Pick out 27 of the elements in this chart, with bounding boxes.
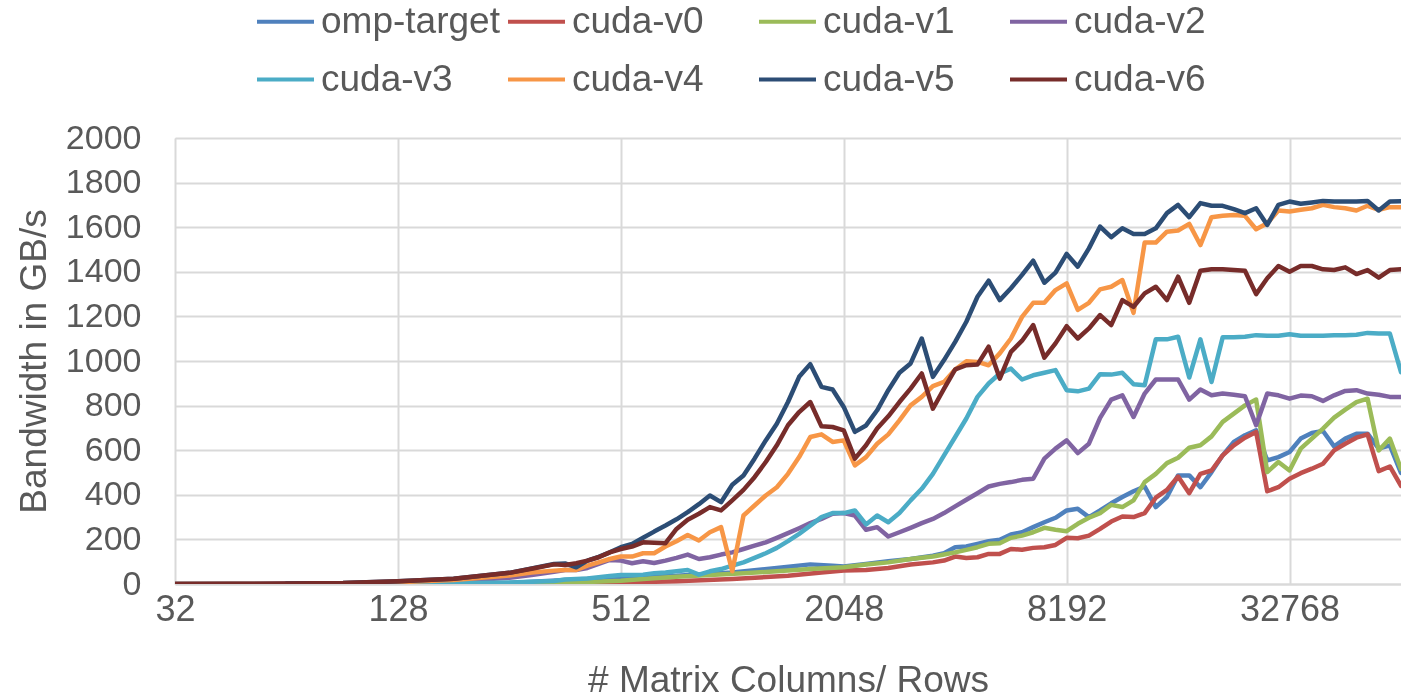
y-axis-title: Bandwidth in GB/s (12, 209, 54, 514)
x-tick-label: 2048 (804, 587, 885, 629)
legend-label: cuda-v1 (823, 0, 955, 41)
y-tick-label: 400 (84, 474, 142, 513)
y-tick-label: 1000 (65, 340, 142, 379)
legend-label: cuda-v6 (1074, 57, 1206, 99)
y-tick-label: 1800 (65, 162, 142, 201)
y-tick-label: 0 (122, 563, 142, 602)
x-tick-label: 8192 (1027, 587, 1108, 629)
legend-label: cuda-v4 (572, 57, 704, 99)
legend-label: cuda-v2 (1074, 0, 1206, 41)
y-tick-label: 800 (84, 385, 142, 424)
legend-label: cuda-v5 (823, 57, 955, 99)
legend-label: cuda-v3 (321, 57, 453, 99)
x-tick-label: 512 (591, 587, 652, 629)
y-tick-label: 1400 (65, 251, 142, 290)
y-tick-label: 2000 (65, 117, 142, 156)
legend-label: cuda-v0 (572, 0, 704, 41)
y-tick-label: 200 (84, 518, 142, 557)
y-tick-label: 600 (84, 429, 142, 468)
legend-label: omp-target (321, 0, 501, 41)
x-tick-label: 32768 (1239, 587, 1341, 629)
x-axis-title: # Matrix Columns/ Rows (588, 658, 989, 695)
x-tick-label: 128 (368, 587, 429, 629)
y-tick-label: 1600 (65, 206, 142, 245)
x-tick-label: 32 (155, 587, 196, 629)
y-tick-label: 1200 (65, 295, 142, 334)
